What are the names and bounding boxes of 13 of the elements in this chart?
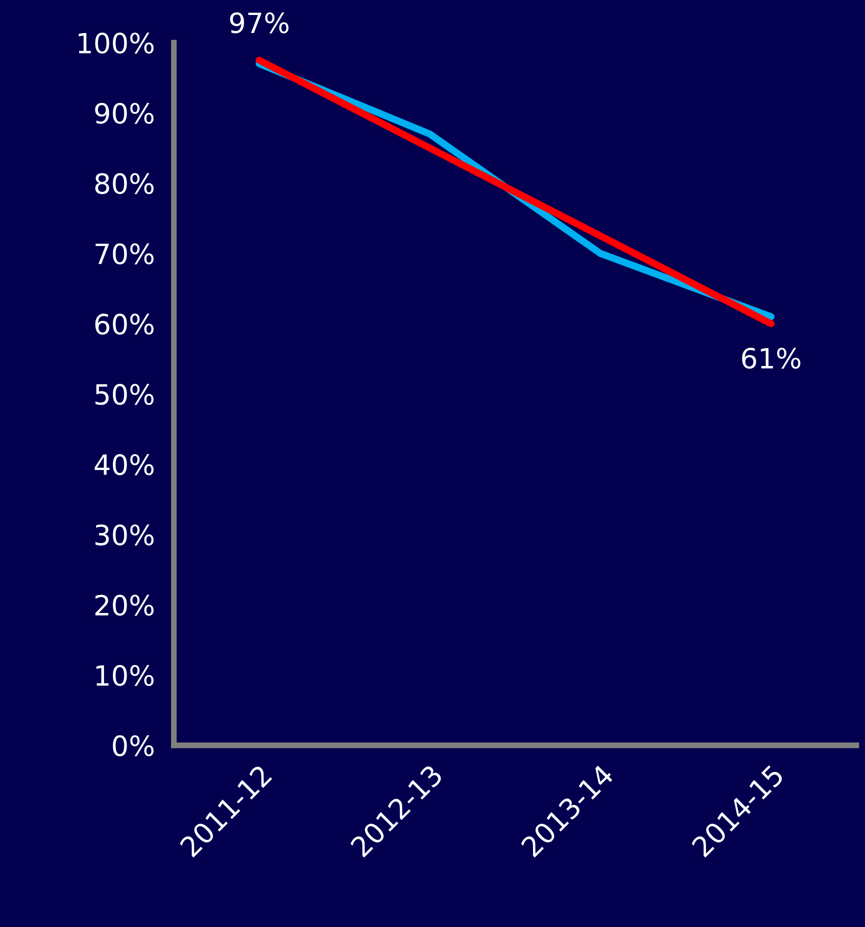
- y-tick-label: 60%: [95, 314, 154, 335]
- y-tick-label: 10%: [96, 664, 154, 686]
- y-tick-label: 100%: [78, 32, 154, 54]
- y-tick-label: 90%: [95, 102, 154, 124]
- y-tick-label: 20%: [95, 594, 154, 616]
- y-tick-label: 40%: [94, 454, 154, 476]
- data-label: 97%: [230, 12, 289, 34]
- y-tick-label: 0%: [112, 735, 154, 756]
- y-tick-label: 50%: [96, 384, 154, 405]
- y-tick-label: 80%: [95, 173, 154, 194]
- y-tick-label: 30%: [95, 524, 154, 546]
- y-tick-label: 70%: [96, 243, 154, 264]
- data-label: 61%: [742, 348, 800, 369]
